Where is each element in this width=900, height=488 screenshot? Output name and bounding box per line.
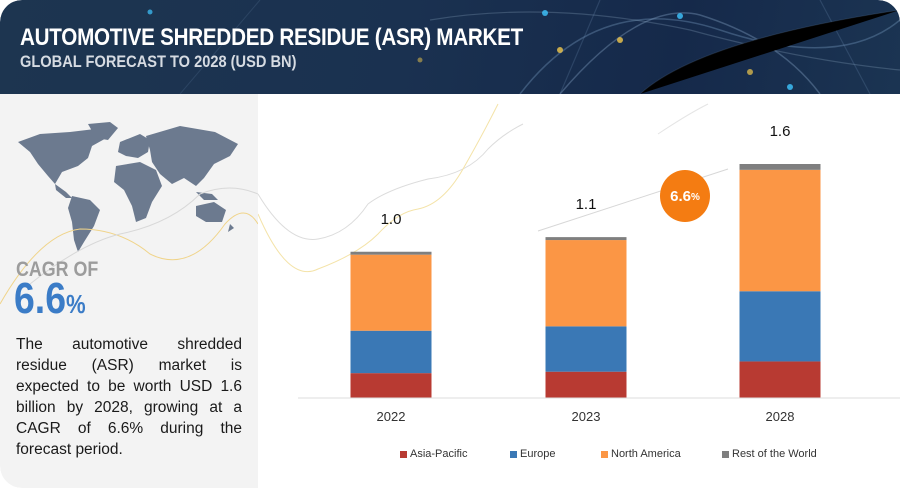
bar-segment-europe-2022 [350,330,432,374]
cagr-percent-sign: % [65,289,86,319]
bar-segment-europe-2028 [739,291,821,362]
legend-item-europe: Europe [510,448,555,460]
legend-swatch [601,450,608,458]
bar-segment-rest-of-the-world-2023 [545,237,627,241]
bar-segment-asia-pacific-2023 [545,371,627,398]
legend-label: Asia-Pacific [410,448,468,460]
legend-label: Rest of the World [732,448,817,460]
summary-panel: CAGR OF 6.6% The automotive shredded res… [0,94,258,488]
header-banner: AUTOMOTIVE SHREDDED RESIDUE (ASR) MARKET… [0,0,900,94]
bar-segment-asia-pacific-2028 [739,361,821,398]
bar-total-label: 1.1 [576,196,597,213]
bar-total-label: 1.6 [770,123,791,140]
bar-segment-north-america-2022 [350,254,432,331]
chart-decorative-curves [258,103,709,273]
stacked-bar-chart: 1.0 2022 1.1 2023 1.6 2028 [258,103,900,424]
bar-segment-rest-of-the-world-2022 [350,251,432,255]
legend-label: North America [611,448,681,460]
legend-swatch [722,450,729,458]
bar-segment-north-america-2028 [739,169,821,292]
cagr-growth-bubble: 6.6% [660,170,710,222]
legend-item-rest-of-the-world: Rest of the World [722,448,817,460]
legend-swatch [510,450,517,458]
legend-label: Europe [520,448,556,460]
legend-item-north-america: North America [601,448,681,460]
chart-legend: Asia-Pacific Europe North America Rest o… [400,448,840,464]
legend-swatch [400,450,407,458]
cagr-label: CAGR OF [16,258,99,281]
bar-segment-north-america-2023 [545,240,627,327]
bar-total-label: 1.0 [381,211,402,228]
page-title: AUTOMOTIVE SHREDDED RESIDUE (ASR) MARKET [20,24,524,51]
bar-segment-asia-pacific-2022 [350,373,432,398]
bar-segment-europe-2023 [545,326,627,372]
bar-segment-rest-of-the-world-2028 [739,164,821,170]
x-tick-label: 2023 [572,409,601,424]
cagr-number: 6.6 [14,274,66,323]
market-description: The automotive shredded residue (ASR) ma… [16,336,242,458]
world-map-icon [0,122,258,305]
bubble-number: 6.6 [670,187,691,205]
header-light-streaks [147,0,900,94]
x-tick-label: 2022 [377,409,406,424]
legend-item-asia-pacific: Asia-Pacific [400,448,467,460]
bubble-percent-sign: % [690,192,700,203]
x-tick-label: 2028 [766,409,795,424]
cagr-value: 6.6% [14,274,86,324]
page-subtitle: GLOBAL FORECAST TO 2028 (USD BN) [20,52,297,71]
